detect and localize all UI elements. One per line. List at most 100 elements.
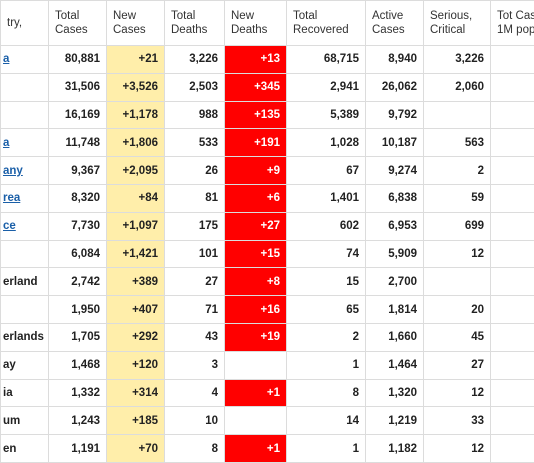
cell: +191 — [225, 129, 287, 157]
cell: any — [1, 157, 49, 185]
cell: 8,940 — [366, 46, 424, 74]
cell — [1, 296, 49, 324]
column-header[interactable]: Serious,Critical — [424, 1, 491, 46]
cell: en — [1, 435, 49, 463]
cell — [491, 296, 534, 324]
cell: 59 — [424, 184, 491, 212]
cell: 8 — [165, 435, 225, 463]
cell: 65 — [287, 296, 366, 324]
cell: +1,178 — [107, 101, 165, 129]
cell — [1, 73, 49, 101]
cell: rea — [1, 184, 49, 212]
cell — [491, 212, 534, 240]
cell — [491, 46, 534, 74]
cell: 67 — [287, 157, 366, 185]
cell: erland — [1, 268, 49, 296]
cell: 74 — [287, 240, 366, 268]
country-link[interactable]: rea — [3, 192, 20, 204]
cell: +1 — [225, 379, 287, 407]
cell: 4 — [165, 379, 225, 407]
cell: 14 — [287, 407, 366, 435]
cell: ay — [1, 351, 49, 379]
cell: +345 — [225, 73, 287, 101]
cell: 2 — [424, 157, 491, 185]
cell: 1,243 — [49, 407, 107, 435]
cell: +185 — [107, 407, 165, 435]
country-link[interactable]: a — [3, 53, 9, 65]
cell: +6 — [225, 184, 287, 212]
cell: 1,464 — [366, 351, 424, 379]
cell: 6,953 — [366, 212, 424, 240]
cell: +1 — [225, 435, 287, 463]
cell: ce — [1, 212, 49, 240]
cell: 10,187 — [366, 129, 424, 157]
cell — [491, 351, 534, 379]
cell — [491, 435, 534, 463]
country-link[interactable]: any — [3, 165, 23, 177]
column-header[interactable]: try, — [1, 1, 49, 46]
cell: 563 — [424, 129, 491, 157]
cell: ia — [1, 379, 49, 407]
cell: 1,332 — [49, 379, 107, 407]
header-text: Cases — [55, 24, 88, 36]
cell: 101 — [165, 240, 225, 268]
cell — [424, 101, 491, 129]
cell: 9,792 — [366, 101, 424, 129]
cell: 6,084 — [49, 240, 107, 268]
cell: +21 — [107, 46, 165, 74]
cell: +19 — [225, 323, 287, 351]
country-link[interactable]: ce — [3, 220, 16, 232]
cell: +16 — [225, 296, 287, 324]
cell — [491, 407, 534, 435]
cell: 81 — [165, 184, 225, 212]
cell: 9,367 — [49, 157, 107, 185]
cell: 16,169 — [49, 101, 107, 129]
cell — [491, 323, 534, 351]
header-text: Critical — [430, 24, 465, 36]
cell — [491, 379, 534, 407]
cell: 26,062 — [366, 73, 424, 101]
country-link[interactable]: a — [3, 137, 9, 149]
cell: 1 — [287, 435, 366, 463]
cell: 2,941 — [287, 73, 366, 101]
cell — [491, 73, 534, 101]
cell: 1,182 — [366, 435, 424, 463]
cell — [424, 268, 491, 296]
cell: 43 — [165, 323, 225, 351]
cell: 3 — [165, 351, 225, 379]
cell — [491, 129, 534, 157]
column-header[interactable]: Tot Case1M pop — [491, 1, 534, 46]
header-text: New — [113, 10, 136, 22]
cell: +3,526 — [107, 73, 165, 101]
cell: 45 — [424, 323, 491, 351]
header-text: Tot Case — [497, 10, 534, 22]
header-text: Total — [293, 10, 317, 22]
cell: 175 — [165, 212, 225, 240]
cell: erlands — [1, 323, 49, 351]
cell: 1,705 — [49, 323, 107, 351]
cell: um — [1, 407, 49, 435]
cell: 1,468 — [49, 351, 107, 379]
cell: 1 — [287, 351, 366, 379]
cell: 1,191 — [49, 435, 107, 463]
cell: 10 — [165, 407, 225, 435]
